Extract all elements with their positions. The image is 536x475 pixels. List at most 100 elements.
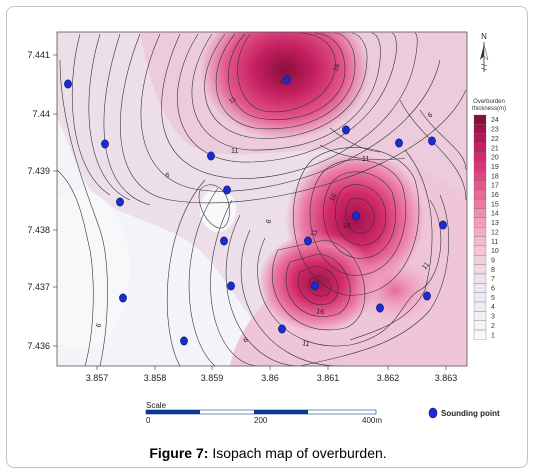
contour-label: 11 bbox=[302, 340, 310, 348]
x-tick-label: 3.858 bbox=[144, 373, 167, 383]
sounding-point bbox=[207, 151, 215, 161]
sounding-point bbox=[439, 220, 447, 230]
sounding-point bbox=[223, 185, 231, 195]
y-tick-label: 7.44 bbox=[32, 109, 50, 119]
contour-label: 16 bbox=[343, 223, 351, 230]
x-tick-label: 3.86 bbox=[261, 373, 279, 383]
sounding-point bbox=[227, 281, 235, 291]
legend-swatch bbox=[473, 255, 487, 265]
contour-label: 11 bbox=[310, 228, 319, 237]
legend-level-label: 5 bbox=[491, 295, 495, 302]
legend-swatch bbox=[473, 292, 487, 303]
legend-swatch bbox=[473, 217, 487, 228]
y-tick-label: 7.441 bbox=[27, 50, 50, 60]
sounding-point bbox=[376, 303, 384, 313]
legend-level-label: 20 bbox=[491, 155, 499, 162]
sounding-point bbox=[428, 136, 436, 146]
legend-swatch bbox=[473, 170, 487, 181]
scale-label-400: 400m bbox=[362, 416, 382, 425]
legend-level-label: 12 bbox=[491, 229, 499, 236]
sounding-point-icon bbox=[428, 407, 438, 419]
sounding-point bbox=[304, 236, 312, 246]
legend-level-label: 7 bbox=[491, 276, 495, 283]
legend-swatch bbox=[473, 161, 487, 172]
contour-label: 6 bbox=[165, 172, 170, 180]
sounding-point bbox=[423, 291, 431, 301]
x-axis-ticks: 3.857 3.858 3.859 3.86 3.861 3.862 3.863 bbox=[86, 366, 458, 383]
legend-swatch bbox=[473, 311, 487, 321]
sounding-point bbox=[220, 236, 228, 246]
sounding-points bbox=[64, 75, 447, 346]
scale-label-0: 0 bbox=[146, 416, 151, 425]
map-border bbox=[56, 31, 468, 367]
x-tick-label: 3.859 bbox=[201, 373, 224, 383]
contour-label: 16 bbox=[332, 63, 341, 73]
legend-title-line1: Overburden bbox=[473, 99, 505, 105]
scale-title: Scale bbox=[146, 401, 167, 410]
legend-swatch bbox=[473, 273, 487, 284]
sounding-point bbox=[101, 139, 109, 149]
legend-level-label: 3 bbox=[491, 314, 495, 321]
legend-level-label: 1 bbox=[491, 332, 495, 339]
legend-level-label: 9 bbox=[491, 257, 495, 264]
contour-label: 6 bbox=[243, 337, 250, 345]
legend-swatch bbox=[473, 152, 487, 162]
sounding-point-legend: Sounding point bbox=[428, 407, 500, 419]
y-tick-label: 7.437 bbox=[27, 282, 50, 292]
legend-level-label: 21 bbox=[491, 145, 499, 152]
legend-swatch bbox=[473, 320, 487, 331]
legend-swatch bbox=[473, 198, 487, 209]
contour-label: 16 bbox=[329, 193, 339, 203]
sounding-point bbox=[64, 79, 72, 89]
legend-title-line2: thickness(m) bbox=[472, 106, 506, 112]
x-tick-label: 3.863 bbox=[435, 373, 458, 383]
legend-level-label: 14 bbox=[491, 211, 499, 218]
legend-swatch bbox=[473, 245, 487, 256]
legend-level-label: 11 bbox=[491, 239, 498, 246]
legend-level-label: 19 bbox=[491, 164, 499, 171]
sounding-point bbox=[180, 336, 188, 346]
map-surface bbox=[57, 32, 467, 366]
legend-level-label: 18 bbox=[491, 173, 499, 180]
legend-swatch bbox=[473, 133, 487, 144]
sounding-point bbox=[352, 211, 360, 221]
contour-label: 6 bbox=[265, 219, 273, 225]
legend-swatch bbox=[473, 189, 487, 200]
legend-swatch bbox=[473, 264, 487, 275]
legend-level-label: 10 bbox=[491, 248, 499, 255]
legend-level-label: 24 bbox=[491, 117, 499, 124]
legend-swatch bbox=[473, 329, 487, 340]
x-tick-label: 3.861 bbox=[317, 373, 340, 383]
legend-swatch bbox=[473, 124, 487, 134]
scale-segment bbox=[254, 410, 308, 414]
legend-level-label: 23 bbox=[491, 127, 499, 134]
sounding-point bbox=[278, 324, 286, 334]
legend-swatch bbox=[473, 236, 487, 247]
contour-label: 6 bbox=[95, 323, 103, 329]
contour-labels: 161611116611611161611661611 bbox=[95, 63, 434, 348]
legend-level-label: 15 bbox=[491, 201, 499, 208]
contour-label: 11 bbox=[228, 95, 238, 105]
contour-label: 6 bbox=[427, 112, 435, 120]
caption-text: Isopach map of overburden. bbox=[208, 445, 387, 461]
legend-swatch bbox=[473, 227, 487, 237]
scale-bar: Scale 0 200 400m bbox=[145, 401, 382, 425]
sounding-point bbox=[311, 281, 319, 291]
sounding-point bbox=[342, 125, 350, 135]
legend-level-label: 4 bbox=[491, 304, 495, 311]
scale-label-200: 200 bbox=[254, 416, 268, 425]
legend-swatch bbox=[473, 142, 487, 153]
legend-swatch bbox=[473, 208, 487, 219]
legend-level-label: 17 bbox=[491, 183, 499, 190]
contour-lines bbox=[57, 32, 467, 366]
legend-level-label: 2 bbox=[491, 323, 495, 330]
contour-label: 11 bbox=[231, 148, 238, 155]
y-tick-label: 7.436 bbox=[27, 341, 50, 351]
sounding-point-label: Sounding point bbox=[441, 409, 500, 418]
legend-level-label: 13 bbox=[491, 220, 499, 227]
figure-caption: Figure 7: Isopach map of overburden. bbox=[0, 445, 536, 461]
x-tick-label: 3.857 bbox=[86, 373, 109, 383]
sounding-point bbox=[119, 293, 127, 303]
